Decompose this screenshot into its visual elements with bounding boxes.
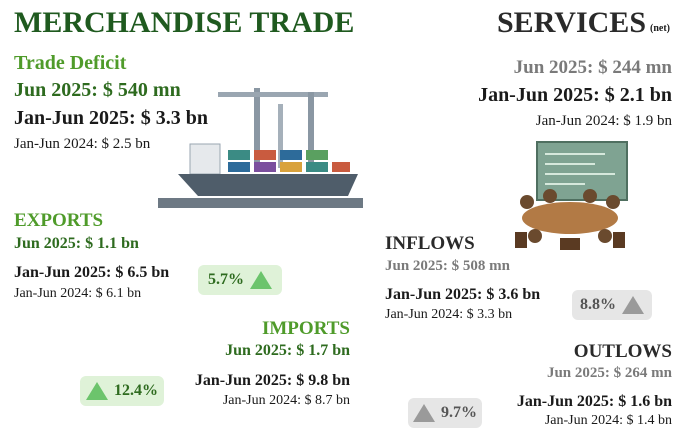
exports-label: EXPORTS (14, 210, 104, 231)
up-arrow (622, 296, 644, 314)
imports-ytd: Jan-Jun 2025: $ 9.8 bn (194, 372, 350, 389)
outflows-ytd: Jan-Jun 2025: $ 1.6 bn (516, 393, 672, 410)
imports-month: Jun 2025: $ 1.7 bn (225, 342, 350, 359)
services-note: (net) (650, 23, 670, 34)
deficit-prev: Jan-Jun 2024: $ 2.5 bn (14, 136, 151, 152)
exports-growth: 5.7% (208, 271, 244, 288)
exports-prev: Jan-Jun 2024: $ 6.1 bn (14, 286, 142, 301)
imports-label: IMPORTS (261, 318, 350, 339)
exports-ytd: Jan-Jun 2025: $ 6.5 bn (14, 264, 170, 281)
exports-month: Jun 2025: $ 1.1 bn (14, 235, 139, 252)
inflows-prev: Jan-Jun 2024: $ 3.3 bn (385, 307, 513, 322)
inflows-month: Jun 2025: $ 508 mn (385, 258, 511, 274)
services-ytd: Jan-Jun 2025: $ 2.1 bn (478, 84, 672, 106)
up-arrow (250, 271, 272, 289)
outflows-badge: 9.7% (408, 398, 482, 428)
services-prev: Jan-Jun 2024: $ 1.9 bn (535, 113, 672, 129)
ship-illustration (158, 88, 363, 208)
imports-prev: Jan-Jun 2024: $ 8.7 bn (222, 393, 350, 408)
deficit-label: Trade Deficit (14, 52, 127, 74)
imports-badge: 12.4% (80, 376, 164, 406)
imports-growth: 12.4% (114, 382, 158, 399)
inflows-ytd: Jan-Jun 2025: $ 3.6 bn (385, 286, 541, 303)
outflows-label: OUTLOWS (573, 341, 672, 362)
inflows-growth: 8.8% (580, 296, 616, 313)
services-month: Jun 2025: $ 244 mn (513, 57, 672, 78)
deficit-month: Jun 2025: $ 540 mn (14, 79, 181, 101)
up-arrow (413, 404, 435, 422)
merch-title: MERCHANDISE TRADE (14, 6, 355, 39)
services-title: SERVICES (497, 6, 647, 39)
meeting-illustration (515, 141, 628, 250)
deficit-ytd: Jan-Jun 2025: $ 3.3 bn (14, 107, 208, 129)
inflows-label: INFLOWS (385, 233, 475, 254)
outflows-month: Jun 2025: $ 264 mn (546, 365, 672, 381)
exports-badge: 5.7% (198, 265, 282, 295)
outflows-prev: Jan-Jun 2024: $ 1.4 bn (544, 413, 672, 428)
up-arrow (86, 382, 108, 400)
outflows-growth: 9.7% (441, 404, 477, 421)
inflows-badge: 8.8% (572, 290, 652, 320)
